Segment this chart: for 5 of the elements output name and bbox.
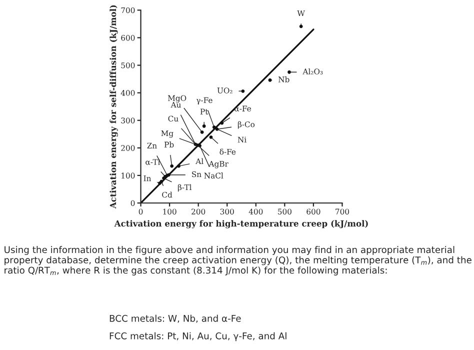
- text: BCC metals: W, Nb, and α-Fe: [110, 314, 241, 323]
- text: FCC metals: Pt, Ni, Au, Cu, γ-Fe, and Al: [110, 332, 286, 342]
- text: Using the information in the figure above and information you may find in an appropriate material property database, determine the creep activation energy (Q), the melting temperature (T$_{m}$), and the ratio Q/RT$_{m}$, where R is the gas constant (8.314 J/mol K) for the following materials:: [4, 246, 472, 276]
- x-axis-title: Activation energy for high-temperature creep (kJ/mol): [114, 220, 368, 228]
- y-axis-title: Activation energy for self-diffusion (kJ/mol): [110, 5, 118, 209]
